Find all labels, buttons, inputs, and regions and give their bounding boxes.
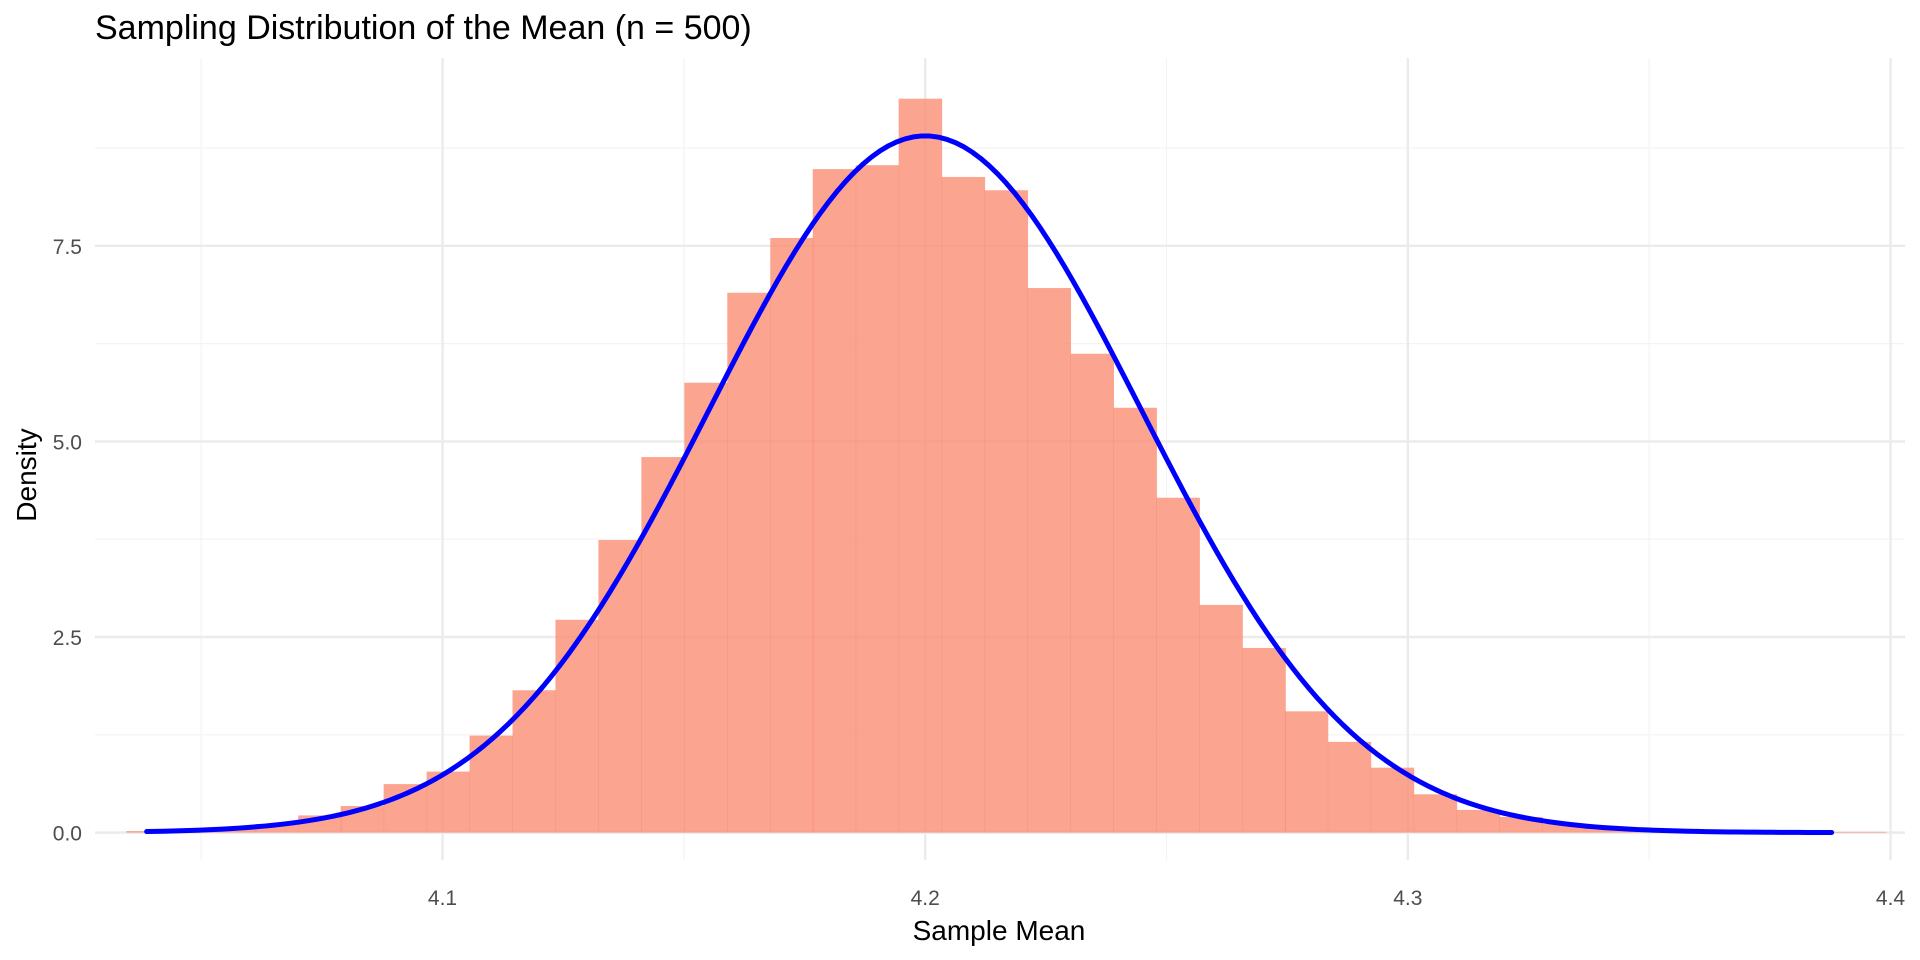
y-axis-label: Density bbox=[11, 428, 42, 521]
density-curve bbox=[144, 133, 1835, 836]
x-tick-label-1: 4.2 bbox=[911, 887, 940, 910]
histogram-bar-10 bbox=[555, 619, 599, 833]
histogram-bar-22 bbox=[1070, 353, 1114, 833]
histogram-bar-21 bbox=[1027, 288, 1072, 833]
histogram-bar-29 bbox=[1370, 767, 1415, 833]
x-tick-label-0: 4.1 bbox=[428, 887, 457, 910]
x-tick-label-2: 4.3 bbox=[1393, 887, 1422, 910]
y-tick-label-1: 2.5 bbox=[53, 627, 82, 650]
histogram-bar-25 bbox=[1199, 604, 1243, 833]
x-tick-label-3: 4.4 bbox=[1876, 887, 1906, 910]
histogram-bar-13 bbox=[684, 382, 728, 833]
histogram-bar-24 bbox=[1156, 497, 1200, 833]
histogram-bar-15 bbox=[770, 237, 814, 833]
histogram-bar-33 bbox=[1542, 824, 1587, 833]
histogram-bar-12 bbox=[641, 457, 685, 833]
y-tick-label-3: 7.5 bbox=[53, 236, 82, 259]
histogram-bar-23 bbox=[1113, 407, 1157, 833]
histogram-bar-40 bbox=[1842, 831, 1887, 833]
x-axis-label: Sample Mean bbox=[913, 915, 1086, 946]
histogram-bar-3 bbox=[255, 824, 299, 833]
histogram-bar-18 bbox=[898, 98, 943, 833]
y-tick-label-0: 0.0 bbox=[53, 823, 82, 846]
histogram-bar-20 bbox=[984, 190, 1029, 833]
histogram-bar-31 bbox=[1456, 809, 1501, 833]
y-axis-ticks: 0.0 2.5 5.0 7.5 bbox=[53, 236, 82, 846]
y-tick-label-2: 5.0 bbox=[53, 431, 82, 454]
chart-title: Sampling Distribution of the Mean (n = 5… bbox=[95, 9, 752, 47]
histogram-bar-14 bbox=[727, 292, 771, 833]
histogram-bar-30 bbox=[1413, 794, 1458, 833]
histogram-bar-19 bbox=[941, 176, 986, 833]
histogram-bar-26 bbox=[1242, 647, 1286, 833]
histogram-bar-16 bbox=[812, 169, 857, 833]
density-line-0 bbox=[144, 133, 1835, 836]
histogram-bar-27 bbox=[1284, 711, 1329, 833]
histogram-bar-17 bbox=[855, 165, 900, 833]
x-axis-ticks: 4.1 4.2 4.3 4.4 bbox=[428, 887, 1906, 910]
histogram-bars bbox=[126, 98, 1887, 833]
histogram-bar-28 bbox=[1327, 741, 1372, 833]
histogram-bar-11 bbox=[598, 539, 642, 833]
